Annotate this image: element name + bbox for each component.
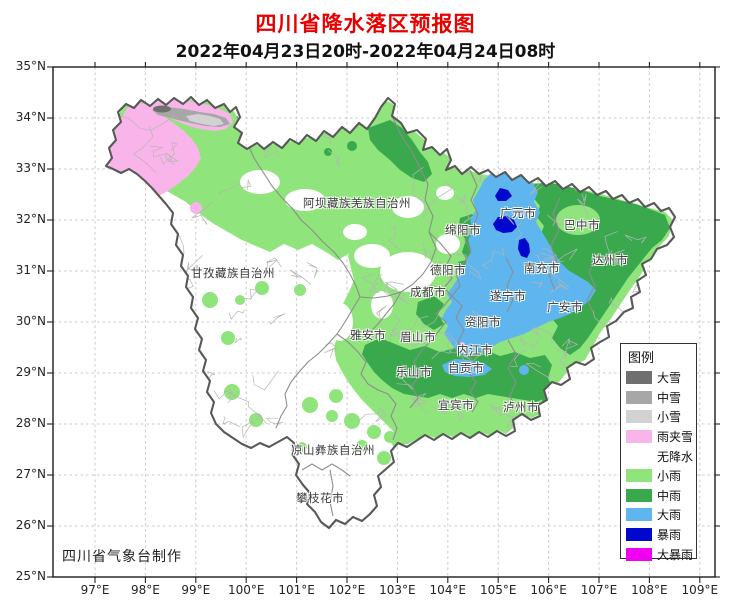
- legend-swatch: [626, 430, 652, 444]
- y-axis-label: 25°N: [15, 569, 46, 583]
- legend-swatch: [626, 528, 652, 542]
- y-axis-label: 29°N: [15, 365, 46, 379]
- legend-label: 中雨: [657, 488, 682, 503]
- map-region-label: 宜宾市: [438, 398, 474, 412]
- legend-item: 雨夹雪: [621, 427, 696, 447]
- x-axis-label: 109°E: [681, 583, 719, 597]
- map-region-label: 眉山市: [400, 330, 436, 344]
- legend-swatch: [626, 508, 652, 522]
- legend-label: 小雪: [657, 410, 682, 425]
- legend-swatch: [626, 488, 652, 502]
- map-region-label: 泸州市: [503, 400, 539, 414]
- plot-frame: [52, 66, 716, 578]
- map-region-label: 资阳市: [465, 315, 501, 329]
- legend-swatch: [626, 547, 652, 561]
- y-axis-label: 27°N: [15, 467, 46, 481]
- y-axis-label: 26°N: [15, 518, 46, 532]
- legend-swatch: [626, 469, 652, 483]
- axis-ticks: [47, 62, 720, 583]
- map-region-label: 雅安市: [350, 328, 386, 342]
- legend-item: 中雪: [621, 388, 696, 408]
- legend-label: 中雪: [657, 390, 682, 405]
- map-region-label: 遂宁市: [490, 289, 526, 303]
- map-region-label: 广元市: [500, 206, 536, 220]
- legend-swatch: [626, 371, 652, 385]
- page-title: 四川省降水落区预报图: [255, 12, 476, 36]
- legend-label: 暴雨: [657, 528, 682, 543]
- page-subtitle: 2022年04月23日20时-2022年04月24日08时: [175, 42, 556, 62]
- x-axis-label: 97°E: [80, 583, 110, 597]
- map-region-label: 德阳市: [430, 263, 466, 277]
- prefecture-borders: [236, 115, 598, 517]
- map-region-label: 南充市: [524, 261, 560, 275]
- attribution: 四川省气象台制作: [62, 549, 182, 565]
- map-region-label: 攀枝花市: [296, 491, 344, 505]
- x-axis-label: 105°E: [479, 583, 517, 597]
- x-axis-label: 100°E: [227, 583, 265, 597]
- x-axis-label: 102°E: [328, 583, 366, 597]
- y-axis-label: 30°N: [15, 314, 46, 328]
- legend-label: 雨夹雪: [657, 430, 694, 445]
- legend-swatch: [626, 410, 652, 424]
- x-axis-label: 98°E: [130, 583, 160, 597]
- legend-item: 大雪: [621, 368, 696, 388]
- x-axis-label: 103°E: [379, 583, 416, 597]
- legend-item: 大雨: [621, 505, 696, 525]
- map-region-label: 广安市: [547, 300, 583, 314]
- legend-label: 大雪: [657, 371, 682, 386]
- map-region-label: 巴中市: [564, 218, 600, 232]
- x-axis-label: 107°E: [580, 583, 618, 597]
- precipitation-fills: [106, 98, 675, 517]
- y-axis-label: 28°N: [15, 416, 46, 430]
- legend-item: 大暴雨: [621, 544, 696, 564]
- legend-item: 中雨: [621, 486, 696, 506]
- legend-label: 小雨: [657, 469, 682, 484]
- y-axis-label: 34°N: [15, 110, 46, 124]
- x-axis-label: 99°E: [181, 583, 211, 597]
- legend: 图例 大雪中雪小雪雨夹雪无降水小雨中雨大雨暴雨大暴雨: [620, 343, 697, 562]
- legend-label: 无降水: [657, 449, 694, 464]
- legend-swatch: [626, 390, 652, 404]
- x-axis-label: 108°E: [631, 583, 668, 597]
- legend-label: 大雨: [657, 508, 682, 523]
- legend-title: 图例: [628, 351, 655, 366]
- y-axis-label: 31°N: [15, 263, 46, 277]
- y-axis-label: 33°N: [15, 161, 46, 175]
- legend-swatch: [626, 449, 652, 463]
- map-region-label: 成都市: [410, 285, 446, 299]
- x-axis-label: 101°E: [278, 583, 315, 597]
- legend-item: 小雨: [621, 466, 696, 486]
- x-axis-label: 104°E: [429, 583, 467, 597]
- map-region-label: 绵阳市: [445, 223, 481, 237]
- map-region-label: 内江市: [457, 343, 493, 357]
- map-region-label: 自贡市: [448, 361, 484, 375]
- legend-item: 暴雨: [621, 525, 696, 545]
- map-region-label: 甘孜藏族自治州: [191, 266, 275, 280]
- rain-heavy-region: [442, 170, 596, 377]
- map-region-label: 达州市: [592, 253, 628, 267]
- x-axis-label: 106°E: [530, 583, 567, 597]
- map-region-label: 凉山彝族自治州: [291, 443, 375, 457]
- y-axis-label: 32°N: [15, 212, 46, 226]
- map-region-label: 阿坝藏族羌族自治州: [303, 196, 411, 210]
- legend-item: 小雪: [621, 407, 696, 427]
- map-region-label: 乐山市: [396, 365, 432, 379]
- legend-item: 无降水: [621, 446, 696, 466]
- legend-label: 大暴雨: [657, 547, 694, 562]
- y-axis-label: 35°N: [15, 59, 46, 73]
